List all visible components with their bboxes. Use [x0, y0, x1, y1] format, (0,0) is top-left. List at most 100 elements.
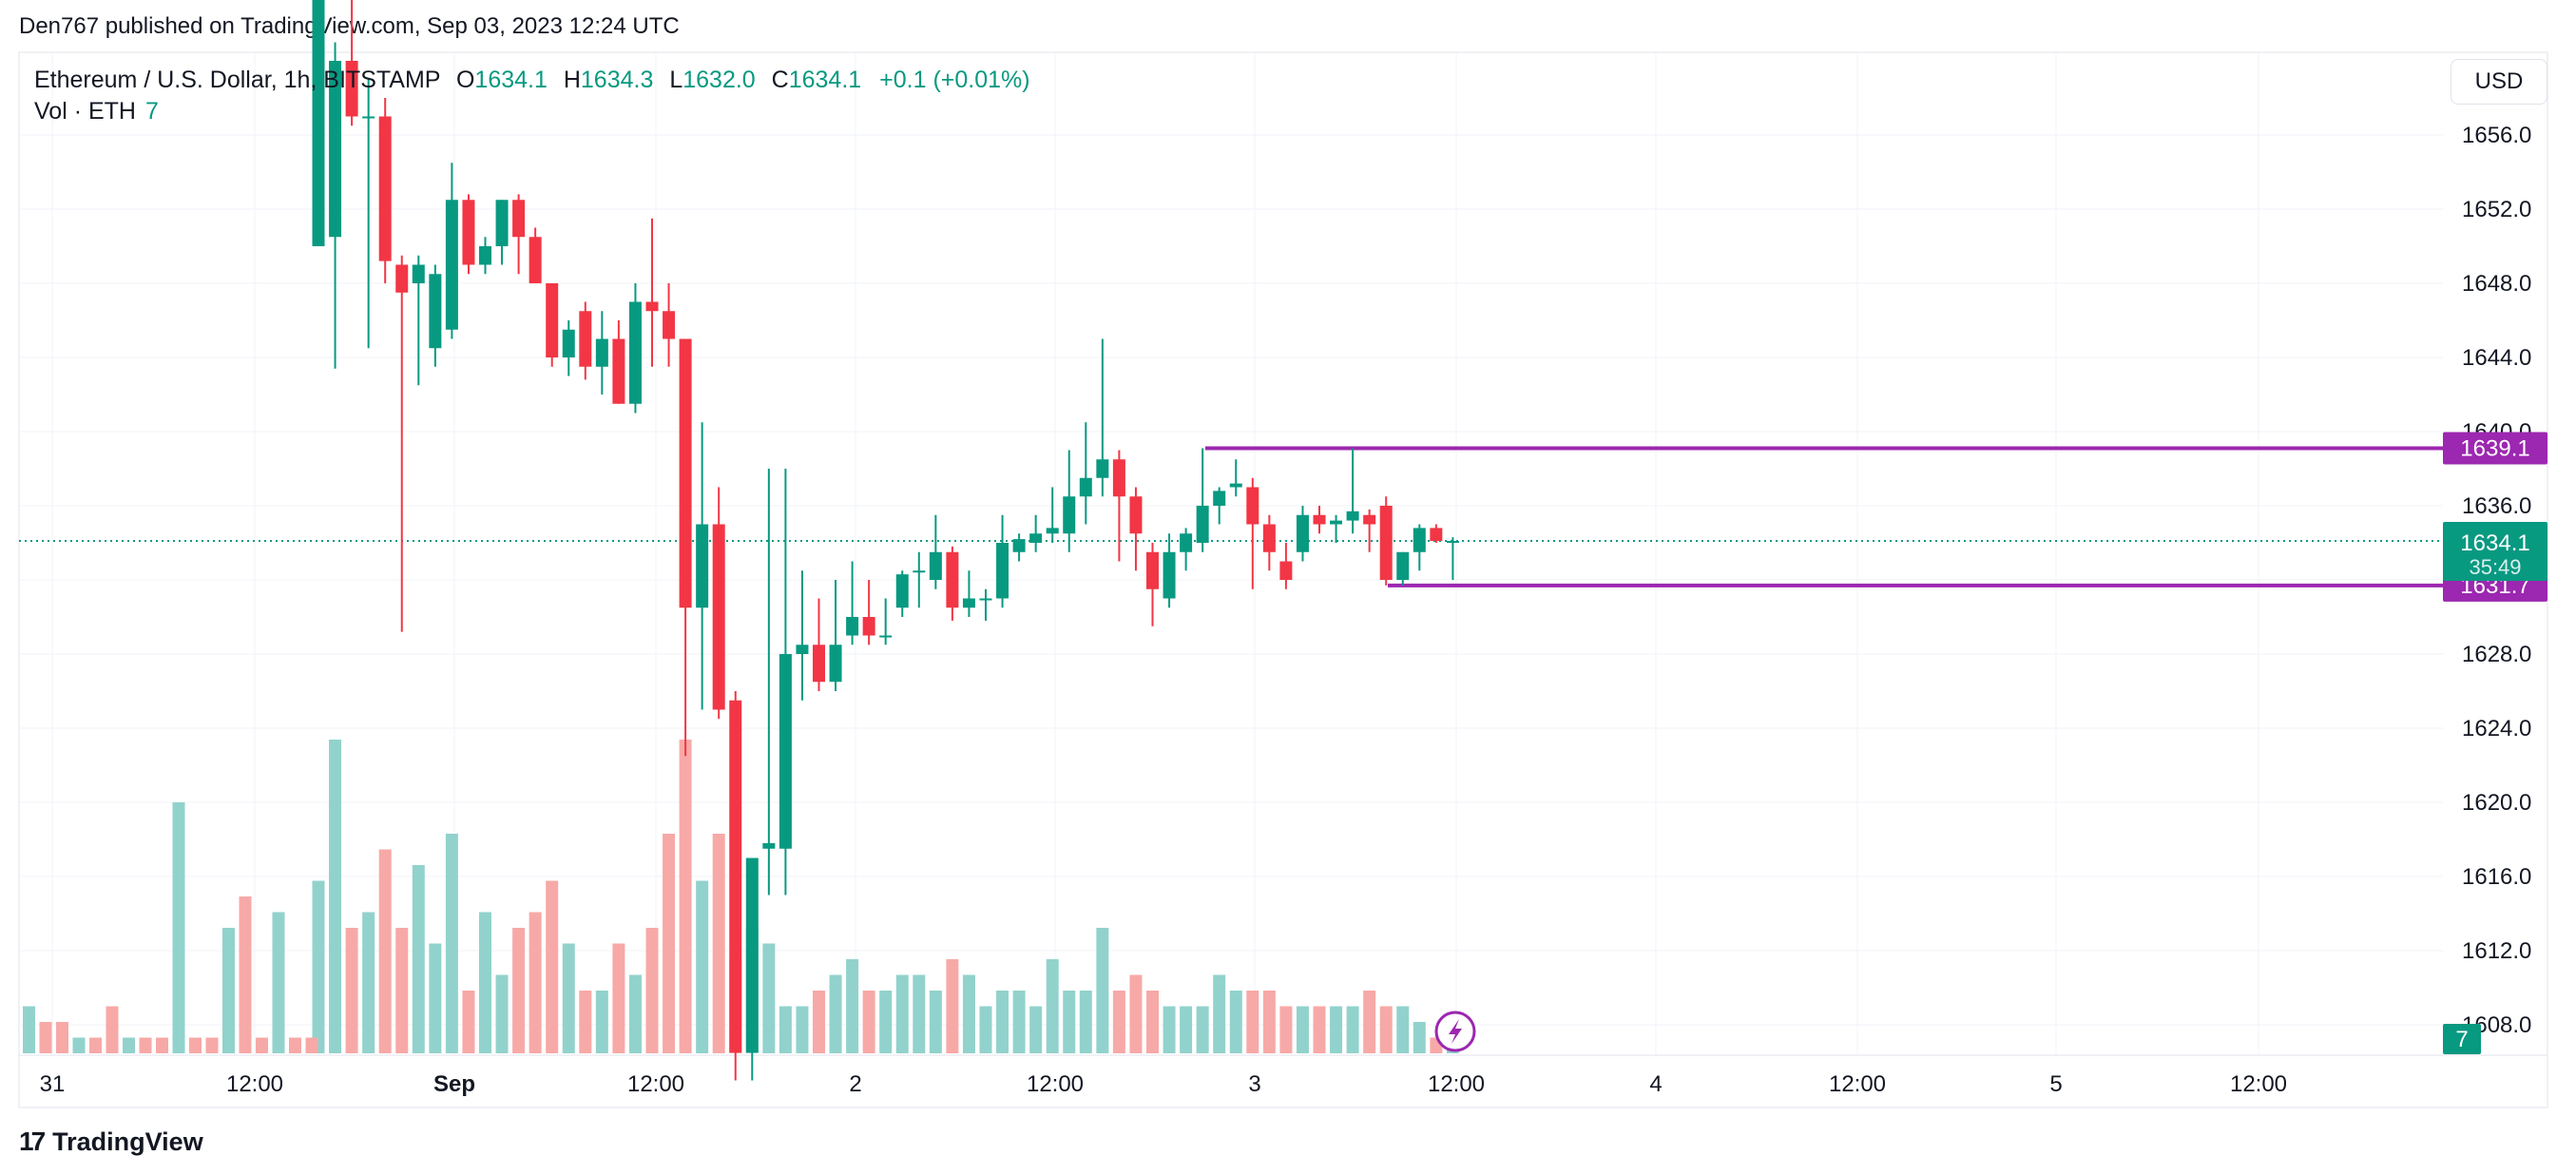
candle-body — [1313, 514, 1326, 525]
last-price-tag — [2443, 522, 2547, 582]
candle-body — [1346, 510, 1359, 521]
candle-body — [962, 598, 975, 608]
volume-bar — [256, 1037, 268, 1053]
volume-bar — [546, 880, 559, 1053]
volume-bar — [796, 1006, 809, 1053]
volume-bar — [1012, 991, 1026, 1053]
x-tick-label: 2 — [849, 1071, 861, 1097]
y-tick-label: 1628.0 — [2462, 642, 2531, 667]
candle-body — [895, 574, 909, 608]
y-tick-label: 1648.0 — [2462, 271, 2531, 297]
volume-bar — [139, 1037, 152, 1053]
lightning-bolt-icon — [1449, 1019, 1462, 1044]
volume-bar — [412, 865, 425, 1053]
volume-bar — [362, 912, 375, 1053]
volume-bar — [979, 1006, 992, 1053]
volume-bar — [512, 928, 526, 1053]
candle-body — [395, 264, 409, 293]
ohlc-legend: Ethereum / U.S. Dollar, 1h, BITSTAMP O16… — [34, 67, 1030, 94]
volume-bar — [962, 974, 975, 1053]
candle-body — [495, 200, 509, 246]
volume-bar — [829, 974, 842, 1053]
candle-body — [562, 329, 575, 357]
candle-body — [1012, 539, 1026, 552]
volume-bar — [1063, 991, 1076, 1053]
currency-button[interactable]: USD — [2451, 59, 2547, 105]
volume-badge-label: 7 — [2455, 1027, 2468, 1052]
candle-body — [1379, 506, 1393, 580]
volume-bar — [1196, 1006, 1209, 1053]
candle-body — [729, 700, 742, 1053]
x-tick-label: 12:00 — [627, 1071, 684, 1097]
x-tick-label: 12:00 — [226, 1071, 283, 1097]
x-tick-label: 12:00 — [1428, 1071, 1485, 1097]
candle-body — [745, 857, 759, 1053]
y-tick-label: 1636.0 — [2462, 493, 2531, 519]
symbol-title[interactable]: Ethereum / U.S. Dollar, 1h, BITSTAMP — [34, 67, 441, 93]
volume-bar — [996, 991, 1009, 1053]
candle-body — [1029, 533, 1043, 543]
candle-body — [1129, 496, 1143, 534]
y-tick-label: 1652.0 — [2462, 197, 2531, 222]
volume-bar — [222, 928, 235, 1053]
volume-bar — [305, 1037, 318, 1053]
candle-body — [412, 264, 425, 283]
volume-bar — [628, 974, 642, 1053]
volume-bar — [1079, 991, 1092, 1053]
volume-bar — [289, 1037, 301, 1053]
x-tick-label: 12:00 — [2230, 1071, 2287, 1097]
candle-body — [762, 842, 776, 849]
candle-body — [1246, 487, 1259, 525]
volume-legend: Vol · ETH 7 — [34, 98, 159, 125]
volume-bar — [378, 849, 392, 1053]
candle-body — [829, 645, 842, 683]
candle-body — [645, 301, 659, 312]
candle-body — [1330, 520, 1343, 525]
volume-bar — [612, 943, 625, 1053]
candle-body — [1279, 561, 1293, 580]
volume-label: Vol · ETH — [34, 98, 136, 125]
candle-body — [445, 200, 458, 330]
volume-bar — [329, 740, 342, 1053]
tradingview-logo[interactable]: 17 TradingView — [19, 1127, 203, 1157]
volume-bar — [1330, 1006, 1343, 1053]
volume-bar — [1180, 1006, 1193, 1053]
volume-bar — [1129, 974, 1143, 1053]
low-label: L — [669, 67, 683, 93]
y-tick-label: 1612.0 — [2462, 938, 2531, 964]
candle-body — [429, 274, 442, 349]
volume-bar — [1379, 1006, 1393, 1053]
candle-body — [1296, 514, 1309, 552]
x-tick-label: Sep — [433, 1071, 475, 1097]
volume-bar — [395, 928, 409, 1053]
volume-bar — [239, 896, 252, 1053]
candle-body — [362, 116, 375, 119]
candle-body — [1079, 477, 1092, 497]
volume-bar — [1413, 1022, 1426, 1053]
volume-bar — [429, 943, 442, 1053]
candle-body — [1163, 551, 1176, 599]
volume-bar — [56, 1022, 68, 1053]
candle-body — [813, 645, 825, 683]
volume-bar — [1229, 991, 1242, 1053]
open-value: 1634.1 — [474, 67, 548, 93]
x-tick-label: 31 — [40, 1071, 66, 1097]
volume-bar — [1163, 1006, 1176, 1053]
volume-bar — [779, 1006, 792, 1053]
candle-body — [1413, 528, 1426, 552]
candle-body — [1196, 506, 1209, 543]
volume-bar — [189, 1037, 202, 1053]
y-tick-label: 1656.0 — [2462, 123, 2531, 148]
candle-body — [1446, 541, 1459, 544]
candle-body — [1112, 459, 1125, 497]
candle-body — [1213, 491, 1226, 506]
volume-bar — [462, 991, 475, 1053]
volume-bar — [679, 740, 692, 1053]
tradingview-logo-icon: 17 — [19, 1127, 46, 1156]
candle-body — [979, 598, 992, 601]
volume-bar — [1296, 1006, 1309, 1053]
y-tick-label: 1620.0 — [2462, 790, 2531, 816]
price-level-label: 1639.1 — [2460, 436, 2529, 462]
volume-bar — [895, 974, 909, 1053]
